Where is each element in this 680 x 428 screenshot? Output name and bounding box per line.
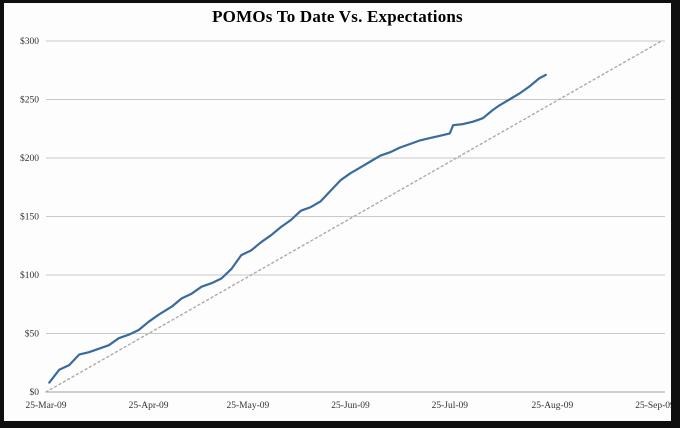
y-tick-label: $250	[20, 95, 39, 106]
x-tick-label: 25-Jul-09	[432, 401, 469, 411]
chart-title: POMOs To Date Vs. Expectations	[212, 7, 463, 26]
x-tick-label: 25-Mar-09	[26, 401, 67, 411]
x-tick-label: 25-May-09	[227, 401, 270, 411]
y-tick-label: $300	[20, 36, 39, 47]
y-tick-label: $200	[20, 153, 39, 164]
y-tick-label: $100	[20, 270, 39, 281]
expectations-line	[45, 40, 663, 393]
pomos-to-date-line	[48, 73, 547, 384]
y-tick-label: $150	[20, 212, 39, 223]
x-tick-label: 25-Sep-09	[635, 401, 671, 411]
x-tick-label: 25-Apr-09	[129, 401, 169, 411]
chart-plot-area: $0 $50 $100 $150 $200 $250 $300 25-Mar-09 25-Apr…	[20, 36, 671, 411]
x-tick-label: 25-Jun-09	[331, 401, 370, 411]
y-tick-label: $0	[30, 387, 40, 398]
x-tick-label: 25-Aug-09	[532, 401, 574, 411]
y-tick-label: $50	[25, 329, 40, 340]
